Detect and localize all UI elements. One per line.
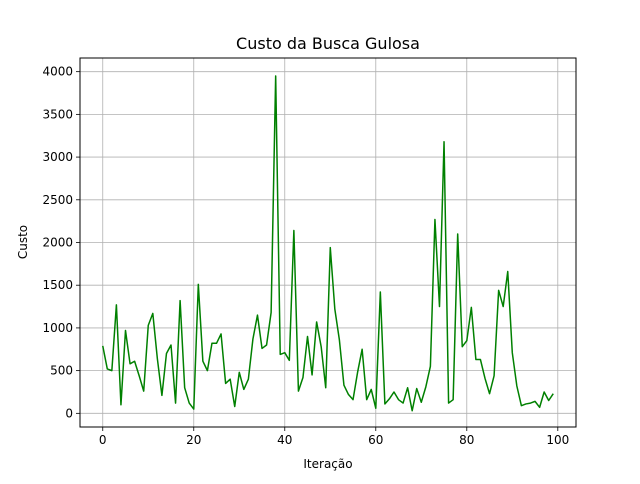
y-tick-label: 3500 (42, 107, 73, 121)
series-layer (102, 75, 554, 412)
y-axis-ticks: 0 500 1000 1500 2000 2500 3000 3500 4000 (42, 65, 80, 420)
x-axis-ticks: 0 20 40 60 80 100 (99, 427, 569, 447)
x-tick-label: 100 (546, 433, 569, 447)
y-tick-label: 3000 (42, 150, 73, 164)
y-tick-label: 2500 (42, 193, 73, 207)
y-tick-label: 4000 (42, 65, 73, 79)
y-tick-label: 500 (50, 364, 73, 378)
series-line (102, 75, 554, 412)
y-tick-label: 1500 (42, 278, 73, 292)
x-axis-label: Iteração (303, 457, 352, 471)
y-tick-label: 0 (65, 406, 73, 420)
x-tick-label: 0 (99, 433, 107, 447)
x-tick-label: 80 (459, 433, 474, 447)
x-tick-label: 60 (368, 433, 383, 447)
chart-title: Custo da Busca Gulosa (236, 34, 420, 53)
grid (80, 58, 576, 427)
y-axis-label: Custo (16, 225, 30, 259)
y-tick-label: 1000 (42, 321, 73, 335)
x-tick-label: 20 (186, 433, 201, 447)
x-tick-label: 40 (277, 433, 292, 447)
y-tick-label: 2000 (42, 236, 73, 250)
